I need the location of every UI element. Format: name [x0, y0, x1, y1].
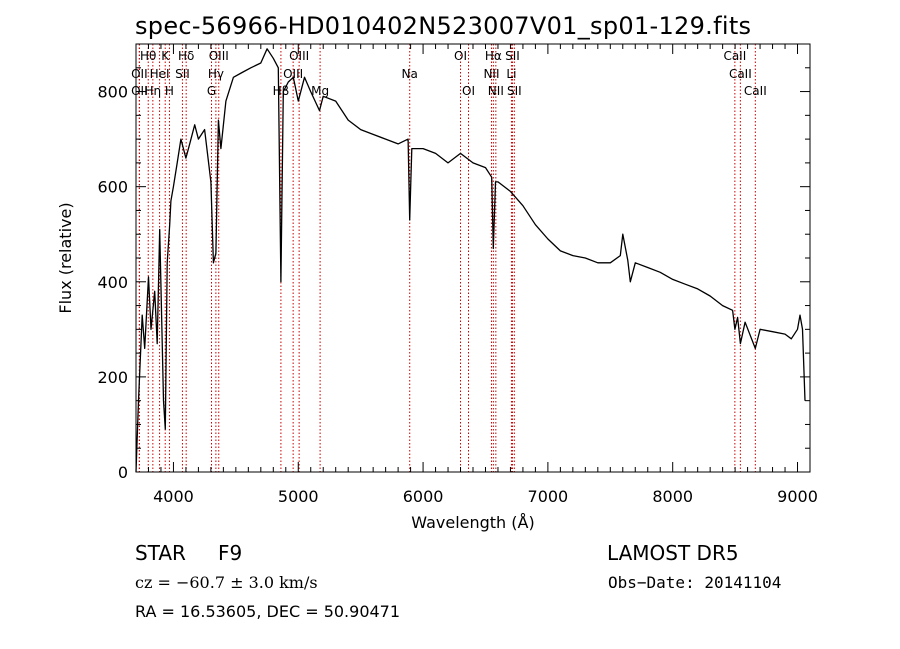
spectral-subclass: F9 — [218, 541, 243, 565]
x-axis-label: Wavelength (Å) — [411, 513, 534, 532]
spectral-line-label: NII — [488, 84, 504, 98]
y-tick-label: 600 — [97, 178, 128, 197]
y-tick-label: 800 — [97, 83, 128, 102]
x-tick-label: 9000 — [777, 487, 818, 506]
spectral-line-label: OI — [454, 49, 467, 63]
observation-date: Obs−Date: 20141104 — [608, 573, 782, 592]
spectral-line-label: CaII — [729, 67, 752, 81]
x-tick-label: 6000 — [403, 487, 444, 506]
sky-coordinates: RA = 16.53605, DEC = 50.90471 — [135, 602, 401, 621]
redshift-velocity: cz = −60.7 ± 3.0 km/s — [135, 573, 318, 592]
spectral-line-label: OI — [462, 84, 475, 98]
spectral-line-label: OIII — [283, 67, 303, 81]
spectral-line-label: SII — [507, 84, 522, 98]
spectral-line-label: OII — [131, 67, 148, 81]
plot-frame — [135, 43, 811, 473]
spectral-line-label: OIII — [289, 49, 309, 63]
spectral-line-label: NII — [483, 67, 499, 81]
spectral-line-label: Hθ — [140, 49, 156, 63]
x-tick-label: 4000 — [153, 487, 194, 506]
survey-name: LAMOST DR5 — [607, 541, 739, 565]
spectral-line-label: Hα — [485, 49, 502, 63]
spectral-line-label: Mg — [311, 84, 329, 98]
spectral-line-label: SII — [175, 67, 190, 81]
y-tick-label: 0 — [118, 463, 128, 482]
spectral-line-label: CaII — [723, 49, 746, 63]
spectral-line-label: Hη — [145, 84, 162, 98]
spectral-line-label: HeI — [150, 67, 170, 81]
spectral-line-label: H — [165, 84, 174, 98]
spectral-line-label: Hγ — [208, 67, 224, 81]
object-class: STAR — [135, 541, 186, 565]
x-tick-label: 7000 — [528, 487, 569, 506]
spectral-line-label: SII — [505, 49, 520, 63]
spectrum-series — [135, 48, 806, 473]
spectral-line-label: Hδ — [178, 49, 194, 63]
spectral-line-label: K — [161, 49, 170, 63]
x-tick-label: 5000 — [278, 487, 319, 506]
y-tick-label: 200 — [97, 368, 128, 387]
spectral-line-label: CaII — [744, 84, 767, 98]
spectral-line-label: Na — [402, 67, 418, 81]
spectral-line-label: OIII — [209, 49, 229, 63]
y-tick-label: 400 — [97, 273, 128, 292]
spectral-line-label: OII — [131, 84, 148, 98]
spectral-line-label: G — [207, 84, 216, 98]
spectral-line-label: Hβ — [273, 84, 290, 98]
spectral-line-label: Li — [506, 67, 516, 81]
y-axis-label: Flux (relative) — [56, 202, 75, 313]
x-tick-label: 8000 — [652, 487, 693, 506]
chart-title: spec-56966-HD010402N523007V01_sp01-129.f… — [135, 12, 752, 40]
